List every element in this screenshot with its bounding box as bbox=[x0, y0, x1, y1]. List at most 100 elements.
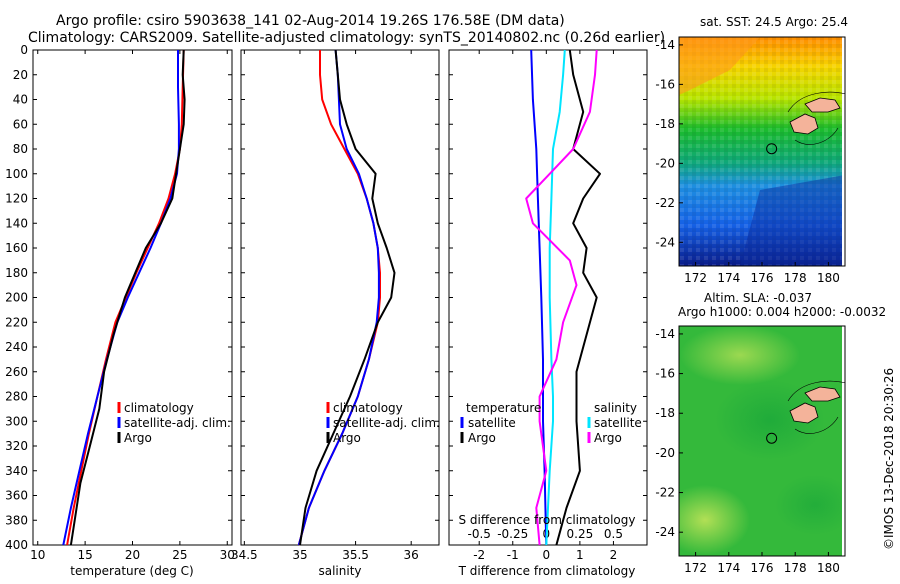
legend-label-climatology: climatology bbox=[333, 401, 403, 415]
map-y-tick-label: -18 bbox=[655, 406, 675, 420]
map-x-tick-label: 174 bbox=[717, 271, 740, 285]
fiji-islands bbox=[789, 97, 841, 135]
depth-tick-label: 180 bbox=[5, 266, 28, 280]
x-tick-label: -1 bbox=[507, 548, 519, 562]
map-y-tick-label: -18 bbox=[655, 117, 675, 131]
depth-tick-label: 20 bbox=[13, 68, 28, 82]
temperature-xlabel: temperature (deg C) bbox=[70, 564, 193, 578]
depth-tick-label: 60 bbox=[13, 117, 28, 131]
legend-label-s-argo: Argo bbox=[594, 431, 622, 445]
map-x-tick-label: 172 bbox=[684, 271, 707, 285]
legend-label-satellite: satellite-adj. clim. bbox=[124, 416, 231, 430]
sst-argo-marker bbox=[766, 143, 778, 155]
difference-legend: temperature satellite Argo salinity sate… bbox=[460, 401, 642, 445]
legend-label-argo: Argo bbox=[124, 431, 152, 445]
depth-tick-label: 400 bbox=[5, 538, 28, 552]
title-line-2: Climatology: CARS2009. Satellite-adjuste… bbox=[28, 30, 665, 46]
x-tick-label: 15 bbox=[77, 548, 92, 562]
difference-panel bbox=[448, 49, 648, 546]
map-y-tick-label: -22 bbox=[655, 486, 675, 500]
legend-title-temperature: temperature bbox=[466, 401, 541, 415]
fiji-islands bbox=[789, 386, 841, 424]
depth-tick-label: 260 bbox=[5, 365, 28, 379]
series-line-t-satellite bbox=[530, 49, 548, 546]
salinity-xlabel: salinity bbox=[318, 564, 361, 578]
x-tick-label: 0 bbox=[543, 548, 551, 562]
map-x-tick-label: 172 bbox=[684, 561, 707, 575]
x-tick-label: 25 bbox=[172, 548, 187, 562]
difference-top-axis-label: S difference from climatology bbox=[459, 513, 636, 527]
map-y-tick-label: -20 bbox=[655, 446, 675, 460]
top-x-tick-label: -0.5 bbox=[467, 527, 490, 541]
depth-tick-label: 140 bbox=[5, 216, 28, 230]
top-x-tick-label: 0.5 bbox=[604, 527, 623, 541]
legend-label-s-satellite: satellite bbox=[594, 416, 642, 430]
depth-tick-label: 280 bbox=[5, 390, 28, 404]
legend-label-t-satellite: satellite bbox=[468, 416, 516, 430]
reef-outline bbox=[787, 380, 845, 434]
x-tick-label: 20 bbox=[125, 548, 140, 562]
series-line-s-satellite bbox=[545, 49, 566, 546]
map-y-tick-label: -24 bbox=[655, 525, 675, 539]
sla-map-subtitle: Argo h1000: 0.004 h2000: -0.0032 bbox=[678, 305, 886, 319]
title-line-1: Argo profile: csiro 5903638_141 02-Aug-2… bbox=[56, 13, 565, 29]
sst-map-title: sat. SST: 24.5 Argo: 25.4 bbox=[700, 15, 848, 29]
depth-tick-label: 380 bbox=[5, 513, 28, 527]
sst-patch-warm bbox=[679, 37, 760, 95]
series-line-argo bbox=[299, 49, 396, 546]
legend-label-argo: Argo bbox=[333, 431, 361, 445]
sst-nodata bbox=[842, 37, 845, 266]
depth-tick-label: 120 bbox=[5, 192, 28, 206]
series-line-s-argo bbox=[525, 49, 598, 546]
map-y-tick-label: -20 bbox=[655, 156, 675, 170]
legend-title-salinity: salinity bbox=[594, 401, 637, 415]
depth-tick-label: 0 bbox=[20, 43, 28, 57]
copyright-timestamp: ©IMOS 13-Dec-2018 20:30:26 bbox=[882, 368, 896, 550]
x-tick-label: 10 bbox=[30, 548, 45, 562]
map-y-tick-label: -16 bbox=[655, 77, 675, 91]
sla-map bbox=[679, 326, 845, 556]
sla-map-title: Altim. SLA: -0.037 bbox=[704, 291, 812, 305]
depth-tick-label: 360 bbox=[5, 489, 28, 503]
depth-tick-label: 80 bbox=[13, 142, 28, 156]
sla-blob-high bbox=[680, 326, 800, 385]
top-x-tick-label: -0.25 bbox=[497, 527, 528, 541]
temperature-legend: climatology satellite-adj. clim. Argo bbox=[117, 401, 231, 445]
depth-tick-label: 160 bbox=[5, 241, 28, 255]
legend-label-t-argo: Argo bbox=[468, 431, 496, 445]
series-line-satellite bbox=[297, 49, 380, 546]
map-x-tick-label: 176 bbox=[751, 561, 774, 575]
sst-patch-cool bbox=[740, 175, 845, 266]
depth-tick-label: 340 bbox=[5, 464, 28, 478]
depth-tick-label: 320 bbox=[5, 439, 28, 453]
map-x-tick-label: 180 bbox=[817, 271, 840, 285]
sla-argo-marker bbox=[766, 432, 778, 444]
map-y-tick-label: -14 bbox=[655, 327, 675, 341]
series-line-t-argo bbox=[555, 49, 601, 546]
salinity-legend: climatology satellite-adj. clim. Argo bbox=[326, 401, 440, 445]
x-tick-label: 35 bbox=[292, 548, 307, 562]
legend-label-climatology: climatology bbox=[124, 401, 194, 415]
x-tick-label: 30 bbox=[220, 548, 235, 562]
difference-xlabel: T difference from climatology bbox=[458, 564, 636, 578]
map-y-tick-label: -24 bbox=[655, 235, 675, 249]
map-y-tick-label: -16 bbox=[655, 367, 675, 381]
temperature-panel bbox=[32, 49, 233, 546]
map-y-tick-label: -14 bbox=[655, 38, 675, 52]
x-tick-label: 35.5 bbox=[342, 548, 369, 562]
top-x-tick-label: 0.25 bbox=[567, 527, 594, 541]
map-x-tick-label: 174 bbox=[717, 561, 740, 575]
depth-tick-label: 240 bbox=[5, 340, 28, 354]
reef-outline bbox=[787, 91, 845, 145]
sla-nodata bbox=[842, 326, 845, 556]
map-x-tick-label: 178 bbox=[784, 561, 807, 575]
map-x-tick-label: 176 bbox=[751, 271, 774, 285]
x-tick-label: 36 bbox=[404, 548, 419, 562]
depth-tick-label: 100 bbox=[5, 167, 28, 181]
sst-map bbox=[679, 37, 845, 266]
x-tick-label: 34.5 bbox=[231, 548, 258, 562]
legend-label-satellite: satellite-adj. clim. bbox=[333, 416, 440, 430]
map-y-tick-label: -22 bbox=[655, 196, 675, 210]
map-x-tick-label: 180 bbox=[817, 561, 840, 575]
